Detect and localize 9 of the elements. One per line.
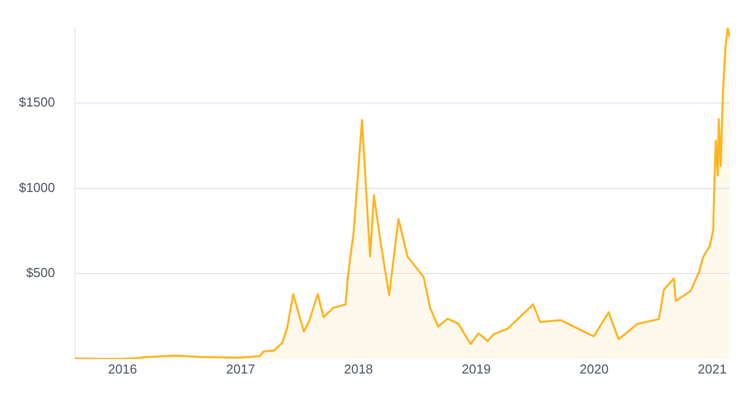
x-tick-label: 2021: [698, 361, 727, 376]
x-tick-label: 2019: [462, 361, 491, 376]
y-tick-label: $1000: [18, 180, 55, 195]
x-tick-label: 2018: [344, 361, 373, 376]
y-tick-label: $1500: [18, 94, 55, 110]
x-tick-label: 2020: [580, 361, 609, 376]
y-tick-label: $500: [26, 265, 55, 280]
x-tick-label: 2017: [226, 361, 256, 376]
x-tick-label: 2016: [108, 361, 137, 376]
